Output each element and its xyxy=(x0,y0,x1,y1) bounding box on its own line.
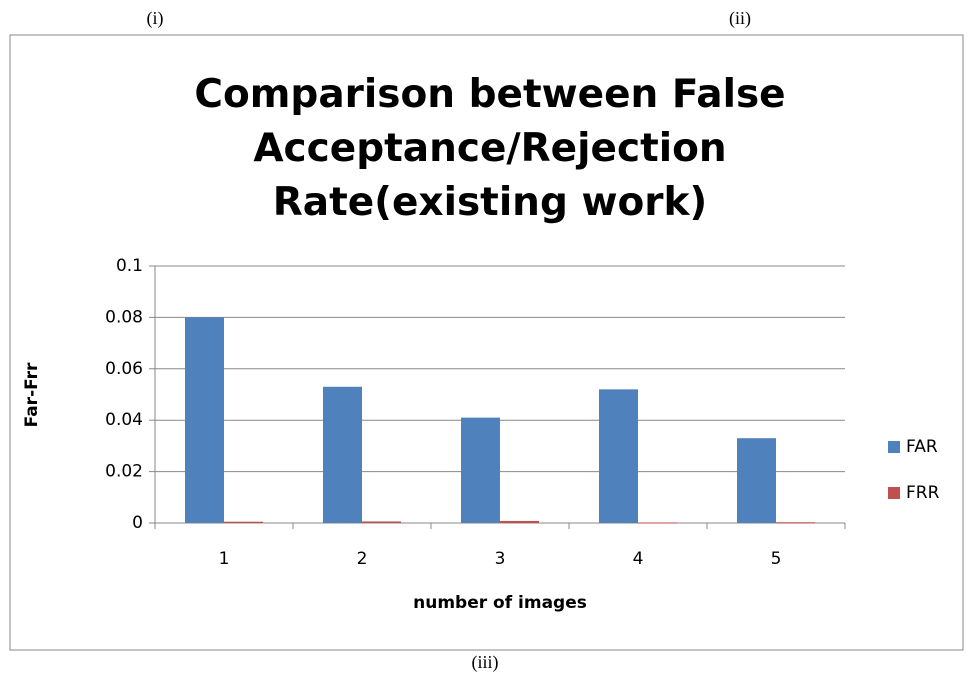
y-tick-label: 0.06 xyxy=(105,359,143,379)
chart-title: Comparison between False Acceptance/Reje… xyxy=(194,72,786,225)
x-tick-label: 4 xyxy=(633,549,644,569)
panel-label: (i) xyxy=(147,8,164,29)
bar xyxy=(224,521,263,523)
bar xyxy=(461,417,500,523)
x-tick-label: 5 xyxy=(771,549,782,569)
bar xyxy=(737,438,776,523)
legend-label: FRR xyxy=(906,483,940,503)
y-tick-label: 0.04 xyxy=(105,410,143,430)
bar xyxy=(776,522,815,524)
panel-label: (iii) xyxy=(472,652,499,673)
legend-label: FAR xyxy=(906,437,938,457)
bar xyxy=(638,522,677,524)
y-tick-label: 0.08 xyxy=(105,307,143,327)
y-tick-label: 0.1 xyxy=(116,256,143,276)
bar xyxy=(323,386,362,523)
x-tick-label: 1 xyxy=(219,549,230,569)
bar xyxy=(500,520,539,523)
bar xyxy=(185,317,224,523)
panel-label: (ii) xyxy=(729,8,751,29)
x-tick-label: 2 xyxy=(357,549,368,569)
bar xyxy=(362,521,401,523)
x-axis-label: number of images xyxy=(413,593,587,613)
x-tick-label: 3 xyxy=(495,549,506,569)
y-tick-label: 0.02 xyxy=(105,462,143,482)
legend-swatch xyxy=(888,441,900,453)
bar xyxy=(599,389,638,523)
y-tick-label: 0 xyxy=(132,513,143,533)
legend-swatch xyxy=(888,487,900,499)
y-axis-label: Far-Frr xyxy=(22,362,42,427)
chart-border xyxy=(9,34,964,651)
